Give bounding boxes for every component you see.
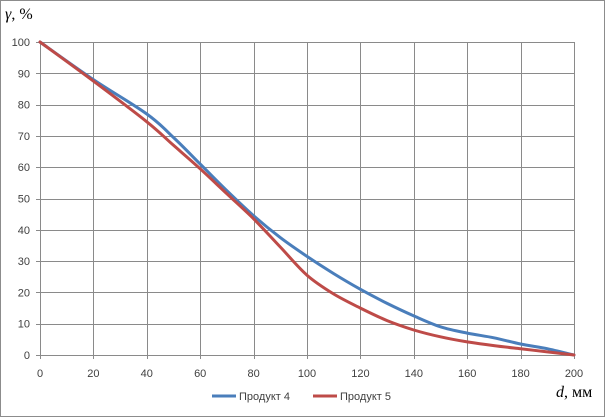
x-tick-labels: 0 20 40 60 80 100 120 140 160 180 200	[37, 368, 583, 380]
series-line-1	[38, 40, 576, 357]
series-line-2	[38, 40, 576, 357]
axes	[36, 42, 575, 359]
y-tick-label: 50	[18, 194, 30, 206]
x-tick-label: 0	[37, 368, 43, 380]
x-tick-label: 40	[141, 368, 153, 380]
y-tick-label: 90	[18, 68, 30, 80]
x-tick-label: 60	[194, 368, 206, 380]
x-tick-label: 200	[565, 368, 583, 380]
legend-label-series-2: Продукт 5	[340, 391, 391, 403]
y-tick-label: 80	[18, 100, 30, 112]
y-tick-label: 60	[18, 162, 30, 174]
y-tick-label: 100	[12, 37, 30, 49]
y-tick-label: 40	[18, 225, 30, 237]
x-tick-label: 100	[298, 368, 316, 380]
x-tick-label: 160	[458, 368, 476, 380]
legend: Продукт 4 Продукт 5	[212, 391, 391, 403]
series-lines	[38, 40, 576, 357]
x-tick-label: 80	[247, 368, 259, 380]
y-axis-title: γ, %	[5, 6, 33, 23]
x-axis-title: d, мм	[556, 384, 592, 401]
x-tick-label: 140	[405, 368, 423, 380]
x-tick-label: 180	[511, 368, 529, 380]
y-tick-label: 20	[18, 287, 30, 299]
gridlines	[40, 42, 575, 355]
y-tick-label: 70	[18, 131, 30, 143]
y-tick-label: 10	[18, 319, 30, 331]
y-tick-labels: 0 10 20 30 40 50 60 70 80 90 100	[12, 37, 30, 362]
y-tick-label: 0	[24, 350, 30, 362]
y-tick-label: 30	[18, 256, 30, 268]
x-tick-label: 120	[351, 368, 369, 380]
legend-label-series-1: Продукт 4	[239, 391, 290, 403]
x-tick-label: 20	[87, 368, 99, 380]
